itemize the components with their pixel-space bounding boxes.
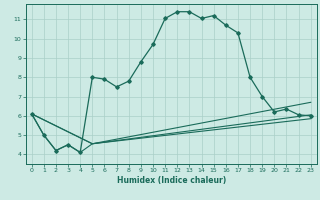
X-axis label: Humidex (Indice chaleur): Humidex (Indice chaleur)	[116, 176, 226, 185]
